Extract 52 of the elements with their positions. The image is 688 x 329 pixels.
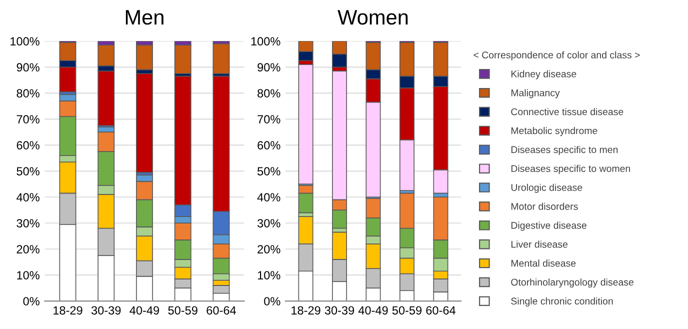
legend-label: Mental disease bbox=[511, 260, 576, 267]
legend-label: Diseases specific to women bbox=[511, 164, 630, 174]
x-tick-label: 40-49 bbox=[358, 306, 388, 315]
legend-label: Motor disorders bbox=[511, 202, 578, 210]
legend-label: Diseases specific to men bbox=[511, 146, 618, 156]
x-tick-label: 60-64 bbox=[426, 306, 456, 315]
y-tick-label: 100% bbox=[10, 37, 40, 46]
y-tick-label: 90% bbox=[258, 63, 280, 72]
y-tick-label: 50% bbox=[16, 167, 40, 176]
x-tick-label: 60-64 bbox=[206, 306, 236, 315]
x-tick-label: 30-39 bbox=[91, 306, 121, 315]
y-tick-label: 70% bbox=[258, 115, 280, 124]
legend-label: Kidney disease bbox=[511, 70, 576, 80]
y-tick-label: 80% bbox=[258, 89, 280, 98]
y-tick-label: 90% bbox=[16, 63, 40, 72]
y-tick-label: 10% bbox=[258, 271, 280, 280]
x-tick-label: 50-59 bbox=[168, 306, 198, 315]
y-tick-label: 0% bbox=[264, 297, 280, 306]
y-tick-label: 70% bbox=[16, 115, 40, 124]
y-tick-label: 40% bbox=[16, 193, 40, 202]
x-tick-label: 40-49 bbox=[130, 306, 160, 315]
chart-title: Women bbox=[338, 10, 408, 25]
legend-title: < Correspondence of color and class > bbox=[474, 51, 640, 60]
y-tick-label: 80% bbox=[16, 89, 40, 98]
legend-label: Urologic disease bbox=[511, 184, 582, 193]
y-tick-label: 60% bbox=[258, 141, 280, 150]
y-tick-label: 30% bbox=[16, 219, 40, 228]
y-tick-label: 20% bbox=[258, 245, 280, 254]
chart-title: Men bbox=[126, 10, 164, 25]
x-tick-label: 30-39 bbox=[324, 306, 354, 315]
y-tick-label: 60% bbox=[16, 141, 40, 150]
y-tick-label: 20% bbox=[16, 245, 40, 254]
x-tick-label: 18-29 bbox=[292, 306, 320, 315]
y-tick-label: 50% bbox=[258, 167, 280, 176]
legend-label: Metabolic syndrome bbox=[511, 127, 598, 136]
legend-label: Liver disease bbox=[511, 240, 568, 248]
bar bbox=[136, 73, 153, 173]
y-tick-label: 10% bbox=[17, 271, 40, 280]
x-tick-label: 18-29 bbox=[54, 306, 82, 315]
legend-label: Otorhinolaryngology disease bbox=[511, 278, 634, 288]
y-tick-label: 0% bbox=[23, 297, 40, 306]
y-tick-label: 100% bbox=[251, 37, 280, 46]
x-tick-label: 50-59 bbox=[392, 306, 422, 315]
legend-label: Single chronic condition bbox=[511, 297, 613, 306]
bar bbox=[212, 43, 230, 74]
bar bbox=[174, 44, 192, 74]
legend-label: Digestive disease bbox=[511, 222, 586, 231]
y-tick-label: 40% bbox=[257, 193, 280, 202]
y-tick-label: 30% bbox=[257, 219, 280, 228]
bar bbox=[136, 44, 153, 70]
legend-label: Malignancy bbox=[511, 89, 560, 98]
legend-label: Connective tissue disease bbox=[511, 108, 624, 116]
